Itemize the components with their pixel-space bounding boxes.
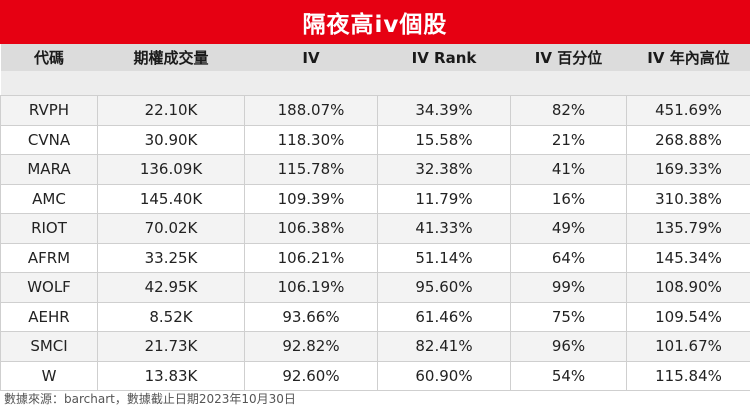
iv-year-high-cell: 169.33% [626,154,750,185]
ticker-cell: AFRM [0,242,98,273]
spacer-row [0,71,750,96]
iv-rank-cell: 82.41% [377,331,511,362]
iv-percentile-cell: 41% [510,154,627,185]
ticker-cell: W [0,360,98,391]
iv-year-high-cell: 115.84% [626,360,750,391]
ticker-cell: RIOT [0,213,98,244]
header-iv: IV [244,44,378,71]
iv-percentile-cell: 75% [510,301,627,332]
option-volume-cell: 8.52K [97,301,245,332]
iv-cell: 93.66% [244,301,378,332]
source-footnote: 數據來源：barchart，數據截止日期2023年10月30日 [4,392,296,406]
option-volume-cell: 30.90K [97,124,245,155]
iv-cell: 109.39% [244,183,378,214]
header-option-volume: 期權成交量 [97,44,245,71]
iv-cell: 106.38% [244,213,378,244]
iv-rank-cell: 95.60% [377,272,511,303]
table-row: W 13.83K 92.60% 60.90% 54% 115.84% [0,360,750,391]
iv-percentile-cell: 16% [510,183,627,214]
iv-rank-cell: 11.79% [377,183,511,214]
iv-rank-cell: 41.33% [377,213,511,244]
header-iv-percentile: IV 百分位 [510,44,627,71]
iv-year-high-cell: 145.34% [626,242,750,273]
iv-cell: 106.21% [244,242,378,273]
iv-percentile-cell: 99% [510,272,627,303]
iv-cell: 115.78% [244,154,378,185]
header-ticker: 代碼 [0,44,98,71]
ticker-cell: AEHR [0,301,98,332]
iv-percentile-cell: 82% [510,95,627,126]
iv-cell: 188.07% [244,95,378,126]
option-volume-cell: 70.02K [97,213,245,244]
iv-rank-cell: 15.58% [377,124,511,155]
table-row: RIOT 70.02K 106.38% 41.33% 49% 135.79% [0,213,750,244]
iv-percentile-cell: 64% [510,242,627,273]
page-title: 隔夜高iv個股 [302,12,448,38]
iv-rank-cell: 32.38% [377,154,511,185]
iv-percentile-cell: 49% [510,213,627,244]
iv-cell: 118.30% [244,124,378,155]
ticker-cell: CVNA [0,124,98,155]
option-volume-cell: 33.25K [97,242,245,273]
table-row: CVNA 30.90K 118.30% 15.58% 21% 268.88% [0,124,750,155]
iv-rank-cell: 34.39% [377,95,511,126]
spacer-cell [0,71,750,96]
iv-year-high-cell: 109.54% [626,301,750,332]
iv-rank-cell: 61.46% [377,301,511,332]
ticker-cell: AMC [0,183,98,214]
option-volume-cell: 136.09K [97,154,245,185]
iv-rank-cell: 51.14% [377,242,511,273]
table-row: AMC 145.40K 109.39% 11.79% 16% 310.38% [0,183,750,214]
iv-year-high-cell: 101.67% [626,331,750,362]
table-row: AEHR 8.52K 93.66% 61.46% 75% 109.54% [0,301,750,332]
option-volume-cell: 21.73K [97,331,245,362]
iv-percentile-cell: 54% [510,360,627,391]
iv-year-high-cell: 135.79% [626,213,750,244]
option-volume-cell: 145.40K [97,183,245,214]
option-volume-cell: 13.83K [97,360,245,391]
option-volume-cell: 22.10K [97,95,245,126]
iv-rank-cell: 60.90% [377,360,511,391]
ticker-cell: RVPH [0,95,98,126]
title-bar: 隔夜高iv個股 [0,0,750,44]
iv-cell: 92.82% [244,331,378,362]
table-row: WOLF 42.95K 106.19% 95.60% 99% 108.90% [0,272,750,303]
table-row: MARA 136.09K 115.78% 32.38% 41% 169.33% [0,154,750,185]
ticker-cell: SMCI [0,331,98,362]
header-iv-year-high: IV 年內高位 [626,44,750,71]
table-row: AFRM 33.25K 106.21% 51.14% 64% 145.34% [0,242,750,273]
option-volume-cell: 42.95K [97,272,245,303]
iv-cell: 106.19% [244,272,378,303]
iv-year-high-cell: 268.88% [626,124,750,155]
iv-year-high-cell: 310.38% [626,183,750,214]
iv-percentile-cell: 21% [510,124,627,155]
header-row: 代碼 期權成交量 IV IV Rank IV 百分位 IV 年內高位 [0,44,750,71]
ticker-cell: WOLF [0,272,98,303]
table-row: RVPH 22.10K 188.07% 34.39% 82% 451.69% [0,95,750,126]
iv-year-high-cell: 108.90% [626,272,750,303]
iv-year-high-cell: 451.69% [626,95,750,126]
iv-percentile-cell: 96% [510,331,627,362]
iv-cell: 92.60% [244,360,378,391]
ticker-cell: MARA [0,154,98,185]
header-iv-rank: IV Rank [377,44,511,71]
iv-table: 代碼 期權成交量 IV IV Rank IV 百分位 IV 年內高位 RVPH 2… [0,44,750,391]
table-row: SMCI 21.73K 92.82% 82.41% 96% 101.67% [0,331,750,362]
